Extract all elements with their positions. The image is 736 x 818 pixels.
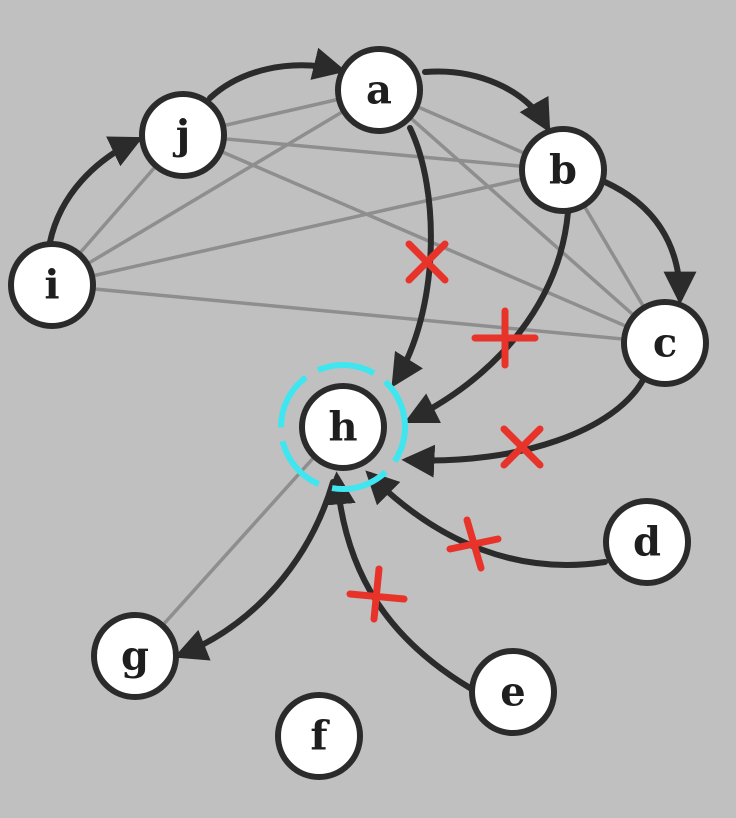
cut-mark-e-h [346, 565, 408, 623]
node-label-j: j [173, 112, 190, 159]
edge-i-a [51, 88, 380, 287]
node-label-g: g [121, 633, 149, 680]
cut-mark-b-h [471, 307, 539, 369]
arc-a-h [391, 125, 434, 388]
arc-h-g [173, 479, 336, 661]
cut-mark-a-h [405, 240, 449, 284]
arc-b-h [404, 209, 571, 423]
node-label-c: c [653, 320, 677, 367]
cut-marks [346, 240, 544, 623]
cut-mark-d-h [446, 516, 502, 572]
node-label-b: b [549, 147, 577, 194]
highlight-ring [278, 362, 408, 492]
node-label-a: a [366, 67, 392, 114]
arc-a-b [422, 68, 551, 133]
edge-i-b [51, 168, 564, 287]
node-i[interactable]: i [8, 241, 96, 329]
arc-c-h [401, 377, 646, 478]
edge-j-b [182, 133, 564, 172]
node-a[interactable]: a [335, 46, 423, 134]
arc-j-a [207, 47, 347, 101]
undirected-edges [50, 88, 667, 658]
node-label-i: i [44, 262, 59, 309]
node-d[interactable]: d [603, 498, 691, 586]
edge-j-c [182, 133, 666, 345]
arc-d-h [365, 470, 608, 568]
node-label-f: f [310, 713, 330, 760]
node-j[interactable]: j [139, 91, 227, 179]
directed-edges [47, 47, 697, 691]
arc-e-h [322, 471, 473, 691]
edge-g-h [133, 423, 345, 658]
node-c[interactable]: c [621, 299, 709, 387]
node-g[interactable]: g [91, 612, 179, 700]
node-label-e: e [500, 669, 525, 716]
node-h[interactable]: h [299, 383, 387, 471]
cut-mark-c-h [500, 425, 544, 469]
arc-i-j [47, 136, 143, 245]
node-e[interactable]: e [469, 648, 557, 736]
edge-a-c [377, 88, 667, 345]
node-b[interactable]: b [519, 126, 607, 214]
edge-i-c [51, 283, 666, 345]
node-f[interactable]: f [275, 692, 363, 780]
node-label-h: h [328, 404, 357, 451]
node-label-d: d [633, 519, 661, 566]
arc-b-c [602, 179, 697, 305]
